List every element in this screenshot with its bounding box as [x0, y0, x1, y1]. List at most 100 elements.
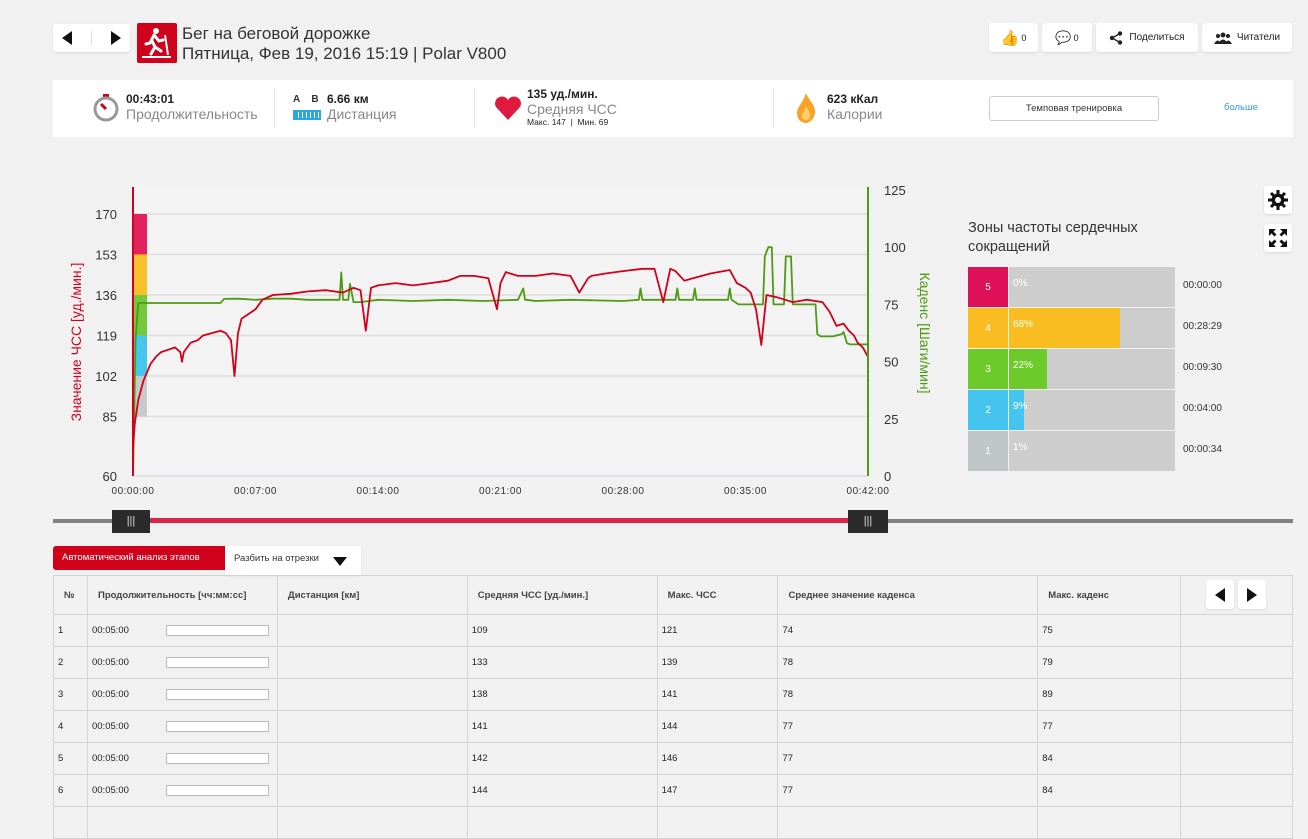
- table-cell: [656, 806, 779, 839]
- split-dropdown-label: Разбить на отрезки: [234, 553, 319, 564]
- selected-range: [131, 518, 868, 523]
- activity-subtitle: Пятница, Фев 19, 2016 15:19 | Polar V800: [182, 44, 507, 63]
- lap-duration-value: 00:05:00: [91, 721, 129, 732]
- table-cell: [276, 742, 468, 775]
- auto-laps-tab[interactable]: Автоматический анализ этапов: [53, 546, 225, 570]
- x-tick-label: 00:00:00: [112, 486, 155, 497]
- table-row[interactable]: 2 00:05:00 133 139 78 79: [53, 646, 1293, 679]
- settings-button[interactable]: [1264, 186, 1292, 214]
- heart-rate-stat: 135 уд./мин. Средняя ЧСС Макс. 147 | Мин…: [527, 87, 617, 127]
- hr-cadence-chart[interactable]: 170 153 136 119 102 85 60 125 100 75 50 25 0 00:00:00…: [0, 170, 960, 500]
- x-tick-label: 00:14:00: [357, 486, 400, 497]
- expand-icon: [1269, 229, 1287, 247]
- like-count: 0: [1021, 32, 1027, 43]
- table-cell: [276, 646, 468, 679]
- table-cell: [276, 774, 468, 807]
- range-end-handle[interactable]: |||: [848, 510, 888, 533]
- duration-bar: [165, 656, 269, 668]
- divider: [274, 88, 275, 128]
- comments-button[interactable]: 💬 0: [1042, 23, 1092, 52]
- flame-icon: [795, 93, 817, 128]
- zone-number: 4: [968, 308, 1008, 348]
- column-header[interactable]: Среднее значение каденса: [777, 575, 1039, 615]
- next-activity-button[interactable]: [110, 31, 121, 45]
- hr-zone-band: [133, 294, 147, 336]
- y-tick-label: 153: [95, 247, 117, 262]
- column-header[interactable]: Средняя ЧСС [уд./мин.]: [466, 575, 658, 615]
- table-row[interactable]: 5 00:05:00 142 146 77 84: [53, 742, 1293, 775]
- calories-value: 623 кКал: [827, 92, 879, 106]
- share-button[interactable]: Поделиться: [1096, 23, 1198, 52]
- zone-bar: 1%: [1009, 431, 1175, 471]
- table-cell: [1180, 614, 1293, 647]
- table-next-button[interactable]: [1238, 580, 1266, 609]
- y2-tick-label: 25: [884, 412, 898, 427]
- zone-number: 5: [968, 267, 1008, 307]
- column-header[interactable]: Продолжительность [чч:мм:сс]: [86, 575, 278, 615]
- hr-zone-row: 1 1% 00:00:34: [968, 431, 1222, 471]
- zone-time: 00:00:34: [1183, 444, 1222, 455]
- duration-bar: [165, 720, 269, 732]
- like-button[interactable]: 👍 0: [989, 23, 1038, 52]
- table-prev-button[interactable]: [1206, 580, 1234, 609]
- table-cell: 5: [53, 742, 88, 775]
- split-dropdown[interactable]: Разбить на отрезки: [225, 546, 361, 575]
- table-cell: [1180, 742, 1293, 775]
- table-cell: [86, 806, 278, 839]
- distance-label: Дистанция: [327, 106, 397, 122]
- table-cell: 109: [466, 614, 658, 647]
- training-type-button[interactable]: Темповая тренировка: [989, 96, 1159, 121]
- table-cell: 77: [777, 742, 1039, 775]
- table-cell: [1180, 774, 1293, 807]
- zone-percent: 1%: [1013, 442, 1028, 453]
- zone-percent: 0%: [1013, 278, 1028, 289]
- duration-stat: 00:43:01 Продолжительность: [126, 92, 258, 122]
- lap-duration-value: 00:05:00: [91, 689, 129, 700]
- column-header[interactable]: №: [53, 575, 88, 615]
- table-cell: 144: [656, 710, 779, 743]
- column-header[interactable]: Макс. каденс: [1037, 575, 1182, 615]
- table-cell: 2: [53, 646, 88, 679]
- y2-tick-label: 0: [884, 469, 891, 484]
- comment-icon: 💬: [1055, 29, 1072, 45]
- zone-bar: 0%: [1009, 267, 1175, 307]
- zone-number: 3: [968, 349, 1008, 389]
- divider: [773, 88, 774, 128]
- table-row[interactable]: 6 00:05:00 144 147 77 84: [53, 774, 1293, 807]
- y-tick-label: 60: [103, 469, 117, 484]
- table-row[interactable]: 4 00:05:00 141 144 77 77: [53, 710, 1293, 743]
- table-cell: 78: [777, 678, 1039, 711]
- prev-activity-button[interactable]: [62, 31, 73, 45]
- chevron-down-icon: [333, 557, 347, 566]
- fullscreen-button[interactable]: [1264, 224, 1292, 252]
- table-cell: [53, 806, 88, 839]
- range-start-handle[interactable]: |||: [112, 510, 150, 533]
- more-link[interactable]: больше: [1224, 102, 1258, 113]
- comment-count: 0: [1073, 32, 1079, 43]
- table-row[interactable]: 1 00:05:00 109 121 74 75: [53, 614, 1293, 647]
- hr-zone-row: 5 0% 00:00:00: [968, 267, 1222, 307]
- lap-duration-value: 00:05:00: [91, 625, 129, 636]
- hr-zones-title: Зоны частоты сердечных сокращений: [968, 220, 1138, 255]
- treadmill-sport-icon: [137, 23, 177, 63]
- column-header[interactable]: Макс. ЧСС: [656, 575, 779, 615]
- table-cell: 138: [466, 678, 658, 711]
- column-header[interactable]: Дистанция [км]: [276, 575, 468, 615]
- users-icon: [1213, 32, 1232, 44]
- y-tick-label: 136: [95, 288, 117, 303]
- zone-bar-fill: [1009, 390, 1024, 430]
- lap-duration: 00:05:00: [86, 614, 278, 647]
- readers-button[interactable]: Читатели: [1202, 23, 1292, 52]
- distance-value: 6.66 км: [327, 92, 369, 106]
- lap-duration: 00:05:00: [86, 742, 278, 775]
- table-cell: [777, 806, 1039, 839]
- y-tick-label: 102: [95, 369, 117, 384]
- table-row[interactable]: 3 00:05:00 138 141 78 89: [53, 678, 1293, 711]
- calories-stat: 623 кКал Калории: [827, 92, 882, 122]
- table-cell: [276, 614, 468, 647]
- table-cell: [276, 678, 468, 711]
- zone-time: 00:04:00: [1183, 403, 1222, 414]
- laps-table: № Продолжительность [чч:мм:сс] Дистанция […: [53, 575, 1293, 839]
- zone-time: 00:28:29: [1183, 321, 1222, 332]
- table-row[interactable]: [53, 806, 1293, 839]
